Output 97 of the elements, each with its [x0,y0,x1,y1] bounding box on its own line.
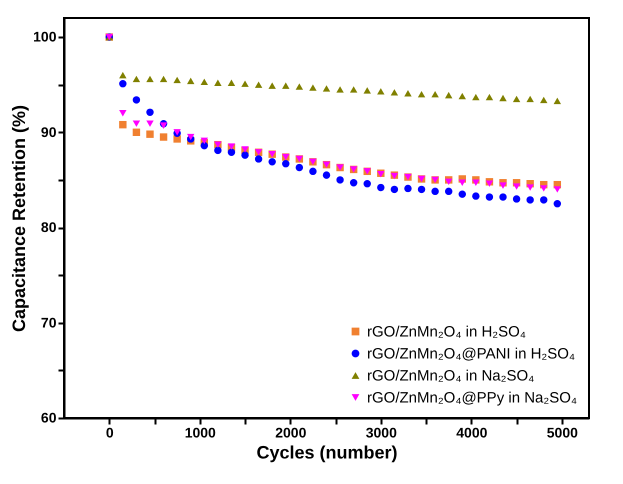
point [187,134,194,140]
point [336,176,344,184]
x-tick-label: 5000 [546,424,578,440]
point [132,120,140,127]
point [146,120,154,127]
point [200,78,208,86]
point [554,98,562,104]
point [146,130,154,138]
x-axis-title: Cycles (number) [256,442,398,462]
x-tick-label: 1000 [184,424,216,440]
point [241,151,249,159]
point [499,94,507,102]
y-tick-label: 80 [40,219,57,236]
point [160,76,168,82]
point [146,108,154,116]
point [187,78,194,84]
point [336,86,344,93]
legend-label: rGO/ZnMn₂O₄ in Na₂SO₄ [367,368,534,384]
point [418,90,426,98]
point [146,76,154,82]
point [458,92,466,100]
legend-label: rGO/ZnMn₂O₄@PANI in H₂SO₄ [367,346,576,362]
point [282,160,290,168]
point [458,190,466,198]
point [554,186,562,193]
point [268,158,276,166]
point [119,72,127,78]
point [309,168,317,176]
point [499,182,507,189]
point [486,94,494,100]
point [377,184,385,192]
point [228,80,236,86]
point [526,184,534,191]
point [512,183,520,190]
point [512,195,520,203]
point [554,200,562,208]
point [364,180,371,188]
point [540,96,548,104]
point [499,193,507,201]
point [119,120,127,128]
point [377,88,385,95]
point [309,84,317,91]
point [214,80,222,86]
point [472,192,480,200]
point [119,110,127,116]
point [390,186,398,194]
point [526,196,534,204]
y-axis-title: Capacitance Retention (%) [9,104,30,332]
point [296,83,304,90]
point [512,96,520,102]
x-tick-label: 3000 [366,424,398,440]
point [296,164,304,172]
point [472,180,480,186]
point [486,193,494,201]
point [350,86,358,93]
point [254,81,262,88]
point [268,82,276,89]
point [132,76,140,82]
point [228,148,236,156]
point [241,80,249,87]
point [173,76,181,84]
x-tick-label: 0 [106,424,114,440]
point [132,96,140,104]
y-tick-label: 70 [40,314,57,330]
point [350,179,358,186]
point [404,90,412,96]
point [472,94,480,100]
point [526,96,534,102]
point [486,180,494,187]
point [322,171,330,179]
point [444,92,452,98]
point [364,87,371,94]
point [418,186,426,194]
point [444,178,452,186]
point [200,142,208,150]
x-tick-label: 4000 [456,424,488,440]
point [390,89,398,96]
point [431,90,439,98]
point [540,196,548,204]
point [444,188,452,196]
point [132,128,140,136]
legend-label: rGO/ZnMn₂O₄@PPy in Na₂SO₄ [367,390,577,406]
y-tick-label: 60 [40,410,57,426]
point [404,184,412,192]
point [322,85,330,92]
legend-label: rGO/ZnMn₂O₄ in H₂SO₄ [367,324,526,340]
point [282,82,290,89]
point [540,185,548,192]
x-tick-label: 2000 [275,424,307,440]
point [119,80,127,88]
y-tick-label: 100 [33,28,57,45]
point [431,188,439,196]
point [458,180,466,186]
point [214,146,222,154]
y-tick-label: 90 [40,124,57,140]
point [160,133,168,141]
point [254,155,262,163]
